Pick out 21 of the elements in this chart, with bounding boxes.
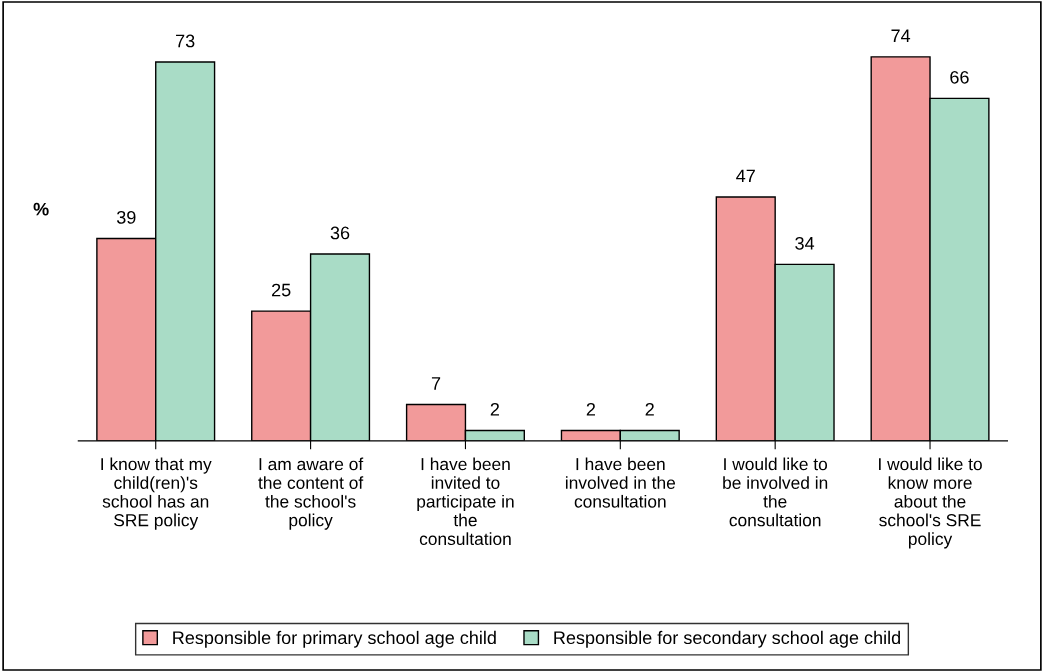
data-label: 66 xyxy=(950,70,969,84)
x-tick-label: I have been involved in the consultation xyxy=(565,457,676,508)
data-label: 36 xyxy=(330,226,350,240)
data-label: 2 xyxy=(645,402,654,416)
y-axis-title: % xyxy=(33,202,49,216)
data-label: 34 xyxy=(795,236,815,250)
legend-label: Responsible for primary school age child xyxy=(173,630,496,648)
data-label: 47 xyxy=(736,169,755,183)
data-label: 73 xyxy=(176,34,195,48)
data-label: 39 xyxy=(116,210,136,224)
x-tick-label: I would like to know more about the school's SRE policy xyxy=(879,457,982,549)
data-label: 74 xyxy=(891,29,911,42)
x-tick-label: I know that my child(ren)'s school has an SRE policy xyxy=(101,457,212,530)
x-tick-label: I am aware of the content of the school's policy xyxy=(258,457,364,530)
legend-label: Responsible for secondary school age child xyxy=(554,630,900,648)
data-label: 7 xyxy=(431,377,441,390)
data-label: 2 xyxy=(490,402,499,416)
data-label: 2 xyxy=(586,402,595,416)
x-tick-label: I have been invited to participate in the consultation xyxy=(417,457,514,546)
x-tick-label: I would like to be involved in the consultation xyxy=(723,457,828,527)
data-label: 25 xyxy=(272,283,291,297)
